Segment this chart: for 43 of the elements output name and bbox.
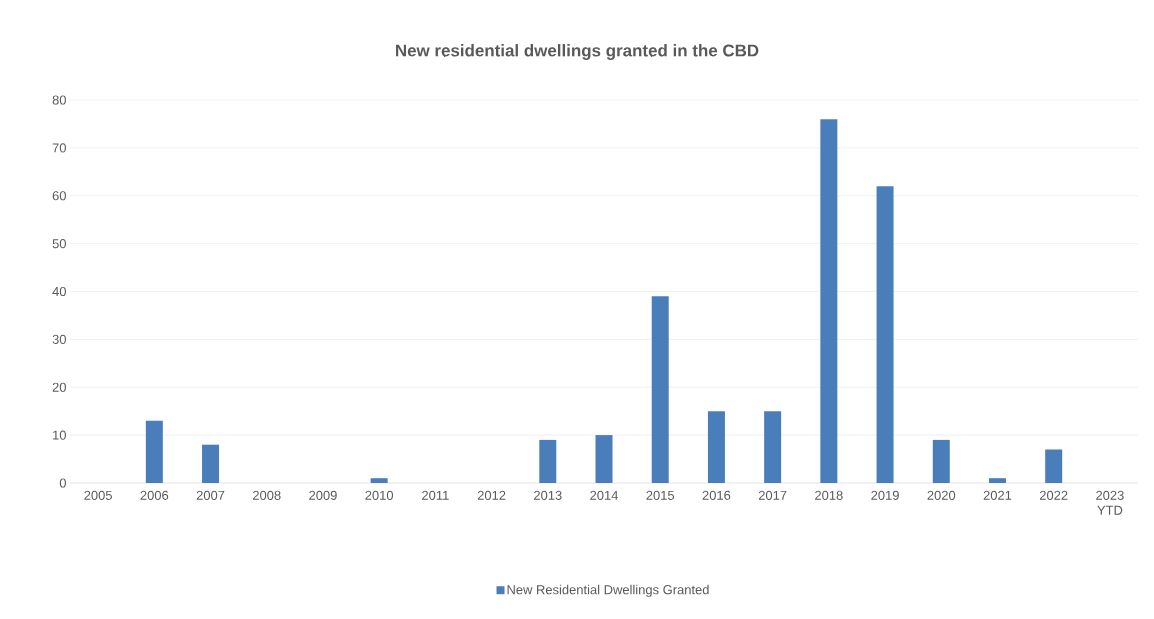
bar: [651, 296, 669, 483]
x-tick-label: 2018: [815, 490, 843, 500]
x-tick-label: 2020: [927, 490, 956, 500]
x-tick-label: 2009: [309, 490, 337, 500]
bar: [145, 420, 163, 483]
bar: [202, 444, 220, 483]
bar: [932, 439, 950, 483]
y-tick-label: 30: [52, 334, 66, 344]
y-tick-label: 20: [52, 382, 66, 392]
bar: [876, 186, 894, 483]
legend-label: New Residential Dwellings Granted: [507, 584, 709, 597]
x-tick-label: 2023 YTD: [1096, 490, 1124, 515]
y-tick-label: 10: [53, 430, 66, 440]
bar: [820, 119, 838, 483]
y-tick-label: 40: [52, 286, 66, 297]
x-tick-label: 2010: [365, 490, 394, 500]
y-tick-label: 60: [52, 191, 66, 201]
x-tick-label: 2011: [422, 490, 449, 500]
x-tick-label: 2022: [1039, 490, 1068, 500]
y-tick-label: 0: [59, 478, 66, 488]
bar: [707, 411, 725, 483]
x-tick-label: 2015: [646, 490, 675, 500]
x-tick-label: 2017: [758, 490, 787, 500]
x-tick-label: 2006: [140, 490, 169, 500]
x-tick-label: 2007: [196, 490, 225, 500]
chart-title: New residential dwellings granted in the CBD: [396, 44, 759, 60]
x-tick-label: 2013: [534, 490, 562, 500]
bar: [539, 439, 557, 483]
bar: [595, 435, 613, 483]
bar: [988, 478, 1006, 483]
x-tick-label: 2021: [983, 490, 1012, 500]
x-tick-label: 2005: [84, 490, 112, 500]
bar: [1045, 449, 1063, 483]
x-tick-label: 2014: [590, 490, 619, 500]
y-tick-label: 80: [52, 95, 66, 105]
x-tick-label: 2012: [477, 490, 506, 500]
x-tick-label: 2016: [702, 490, 731, 500]
y-tick-label: 50: [52, 239, 66, 249]
bar: [764, 411, 782, 483]
x-tick-label: 2019: [871, 490, 899, 500]
x-tick-label: 2008: [253, 490, 281, 500]
bar: [370, 478, 388, 483]
y-tick-label: 70: [52, 143, 66, 153]
